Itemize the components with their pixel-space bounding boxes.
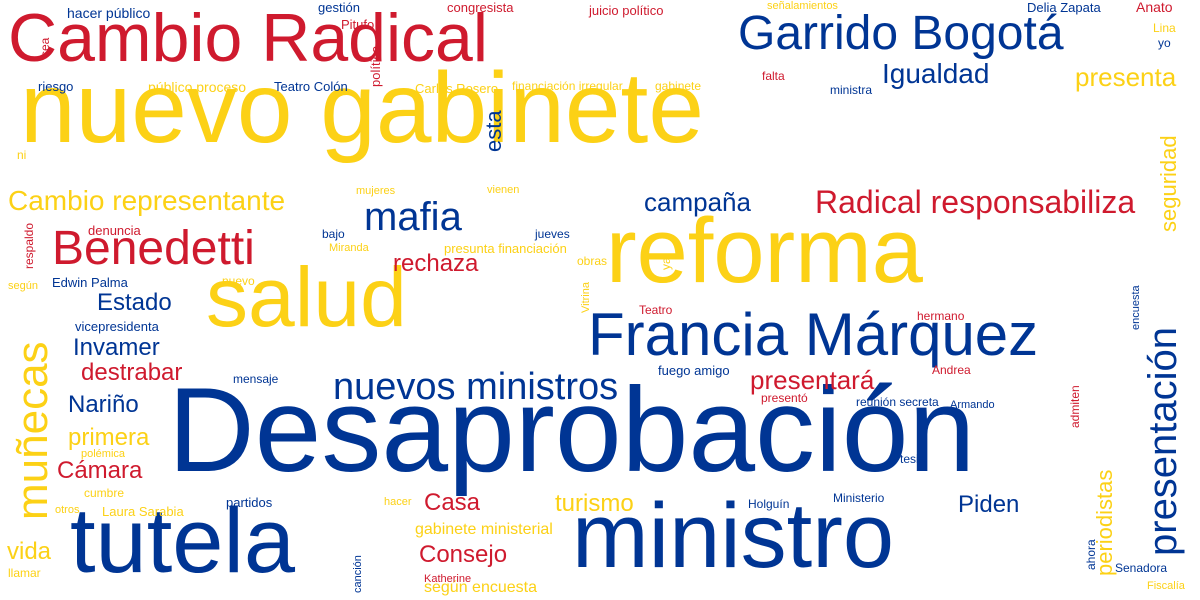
word-83: admiten [1068, 385, 1082, 428]
word-69: nuevo [222, 274, 255, 288]
word-85: tesis [900, 452, 925, 466]
word-24: Nariño [68, 391, 139, 418]
word-58: ni [17, 148, 27, 162]
word-10: presentación [1141, 326, 1185, 556]
word-71: según [8, 280, 38, 292]
word-22: Invamer [73, 334, 160, 361]
word-59: mujeres [356, 185, 396, 197]
word-30: Piden [958, 491, 1020, 518]
word-3: reforma [606, 200, 923, 302]
word-87: partidos [226, 495, 273, 510]
word-37: Laura Sarabia [102, 504, 184, 519]
word-63: jueves [535, 227, 570, 241]
word-15: Cambio representante [8, 185, 286, 216]
word-26: Cámara [57, 457, 143, 484]
word-51: público proceso [148, 79, 247, 95]
word-2: ministro [572, 485, 895, 587]
word-7: Francia Márquez [588, 301, 1039, 368]
word-28: turismo [555, 490, 634, 517]
word-33: esta [481, 110, 506, 152]
word-9: Benedetti [52, 222, 255, 275]
word-0: Desaprobación [168, 363, 976, 497]
word-5: Cambio Radical [8, 0, 488, 76]
word-97: Fiscalía [1147, 580, 1185, 592]
word-82: Armando [950, 399, 995, 411]
word-95: canción [352, 555, 364, 593]
word-23: destrabar [81, 359, 183, 386]
word-44: Anato [1136, 0, 1173, 15]
word-77: mensaje [233, 372, 279, 386]
word-36: según encuesta [424, 579, 537, 596]
word-66: presunta financiación [444, 241, 567, 256]
word-42: señalamientos [767, 0, 838, 12]
word-39: gestión [318, 0, 360, 15]
word-11: muñecas [8, 341, 57, 520]
word-40: congresista [447, 0, 514, 15]
word-48: Lina [1153, 21, 1176, 35]
word-34: vida [7, 538, 52, 565]
word-19: campaña [644, 187, 751, 217]
word-62: bajo [322, 227, 345, 241]
word-53: Carlos Rosero [415, 81, 499, 96]
word-41: juicio político [589, 3, 664, 18]
word-1: nuevo gabinete [20, 52, 704, 164]
word-52: Teatro Colón [274, 79, 348, 94]
word-12: mafia [364, 195, 462, 239]
word-29: Consejo [419, 541, 508, 568]
word-46: sea [38, 37, 52, 57]
word-21: Estado [97, 289, 172, 316]
word-8: Garrido Bogotá [738, 7, 1064, 60]
word-45: Pitufo [341, 17, 375, 32]
word-56: falta [762, 69, 785, 83]
word-81: reunión secreta [856, 395, 939, 409]
word-68: Edwin Palma [52, 275, 128, 290]
word-80: presentó [761, 391, 808, 405]
word-91: otros [55, 504, 80, 516]
word-90: Ministerio [833, 491, 885, 505]
word-18: presenta [1075, 62, 1177, 92]
word-35: gabinete ministerial [415, 521, 553, 538]
word-72: Vitrina [580, 282, 592, 313]
word-64: respaldo [22, 222, 36, 269]
word-73: Teatro [639, 303, 673, 317]
word-75: encuesta [1130, 285, 1142, 330]
word-79: Andrea [932, 363, 971, 377]
word-78: fuego amigo [658, 363, 730, 378]
word-67: ya [659, 257, 673, 270]
word-84: polémica [81, 448, 126, 460]
word-50: riesgo [38, 79, 74, 94]
word-49: yo [1158, 36, 1171, 50]
word-86: cumbre [84, 486, 125, 500]
word-65: Miranda [329, 242, 369, 254]
word-14: Radical responsabiliza [815, 184, 1136, 220]
word-88: hacer [384, 496, 412, 508]
word-92: ahora [1084, 539, 1098, 570]
word-25: primera [68, 424, 150, 451]
word-70: obras [577, 254, 608, 268]
word-94: llamar [8, 566, 41, 580]
word-57: ministra [830, 83, 873, 97]
word-43: Delia Zapata [1027, 0, 1101, 15]
word-16: presentará [750, 365, 875, 395]
word-61: denuncia [88, 223, 141, 238]
word-54: financiación irregular [512, 79, 623, 93]
word-76: vicepresidenta [75, 319, 159, 334]
word-93: Senadora [1115, 561, 1168, 575]
word-20: rechaza [393, 250, 479, 277]
word-89: Holguín [748, 497, 790, 511]
word-32: seguridad [1156, 135, 1181, 232]
word-74: hermano [917, 309, 965, 323]
word-17: Igualdad [882, 58, 990, 89]
word-6: salud [206, 250, 407, 344]
word-55: gabinete [655, 79, 702, 93]
word-13: nuevos ministros [333, 366, 619, 408]
word-4: tutela [70, 490, 296, 592]
word-27: Casa [424, 489, 481, 516]
word-38: hacer público [67, 5, 151, 21]
word-60: vienen [487, 184, 520, 196]
word-47: política [368, 45, 383, 87]
word-96: Katherine [424, 573, 472, 585]
